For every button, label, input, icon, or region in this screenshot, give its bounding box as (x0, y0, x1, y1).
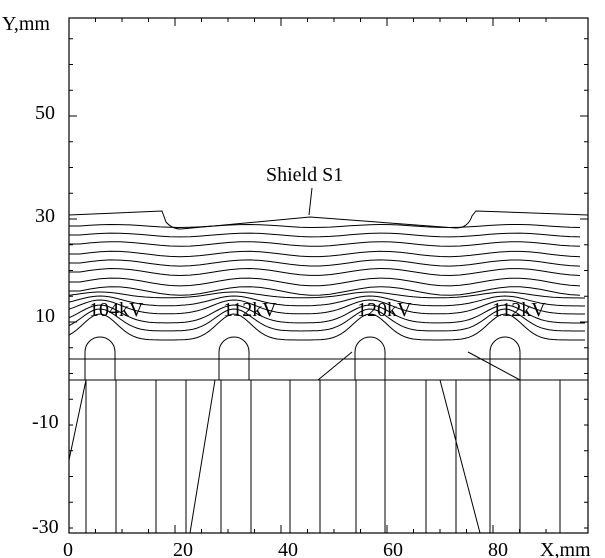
electrode-label-1: 104kV (89, 299, 144, 321)
y-tick-label-minus10: -10 (32, 411, 59, 433)
x-tick-label-80: 80 (488, 539, 508, 558)
y-tick-label-minus30: -30 (32, 516, 59, 538)
connector-line (467, 351, 521, 381)
electrode-structures (68, 210, 589, 534)
electrode-label-3: 120kV (357, 299, 412, 321)
x-tick-label-60: 60 (383, 539, 403, 558)
shield-label: Shield S1 (266, 164, 343, 186)
y-tick-label-50: 50 (35, 102, 55, 124)
y-axis-label: Y,mm (2, 13, 50, 35)
equipotential-line (69, 286, 581, 296)
x-tick-label-40: 40 (278, 539, 298, 558)
plot-frame (68, 17, 589, 534)
electrode-dome (84, 336, 116, 380)
equipotential-line (69, 250, 581, 258)
equipotential-line (68, 295, 585, 307)
y-tick-label-30: 30 (35, 205, 55, 227)
equipotential-line (69, 259, 581, 267)
electrode-dome (218, 336, 250, 380)
electrode-label-2: 112kV (223, 299, 277, 321)
x-tick-label-20: 20 (173, 539, 193, 558)
electrode-dome (354, 336, 386, 380)
x-axis-label: X,mm (540, 539, 591, 558)
y-tick-label-10: 10 (35, 305, 55, 327)
electrode-bar (220, 379, 252, 534)
connector-line (317, 351, 353, 381)
electrode-bar (85, 379, 117, 534)
equipotential-line (68, 291, 585, 299)
shield-leader (308, 187, 313, 216)
electrode-bar (425, 379, 457, 534)
x-tick-label-0: 0 (63, 539, 73, 558)
connector-line (439, 379, 481, 534)
electrode-bar (155, 379, 187, 534)
electrode-bar (355, 379, 386, 534)
electrode-bar (489, 379, 521, 534)
equipotential-line (68, 308, 585, 332)
equipotential-lines (68, 223, 585, 341)
equipotential-line (68, 299, 585, 315)
equipotential-line (69, 267, 581, 277)
equipotential-line (69, 277, 581, 287)
electrode-label-4: 112kV (492, 299, 546, 321)
equipotential-line (68, 313, 585, 341)
equipotential-line (69, 223, 581, 229)
shield-outline (68, 210, 589, 230)
axis-ticks (68, 18, 588, 533)
electrode-dome (489, 336, 521, 380)
electrode-bar (289, 379, 321, 534)
equipotential-line (69, 232, 581, 238)
connector-line (68, 379, 87, 461)
equipotential-line (69, 241, 581, 247)
connector-line (189, 379, 216, 534)
equipotential-line (68, 304, 585, 324)
electrode-bar (559, 379, 589, 534)
